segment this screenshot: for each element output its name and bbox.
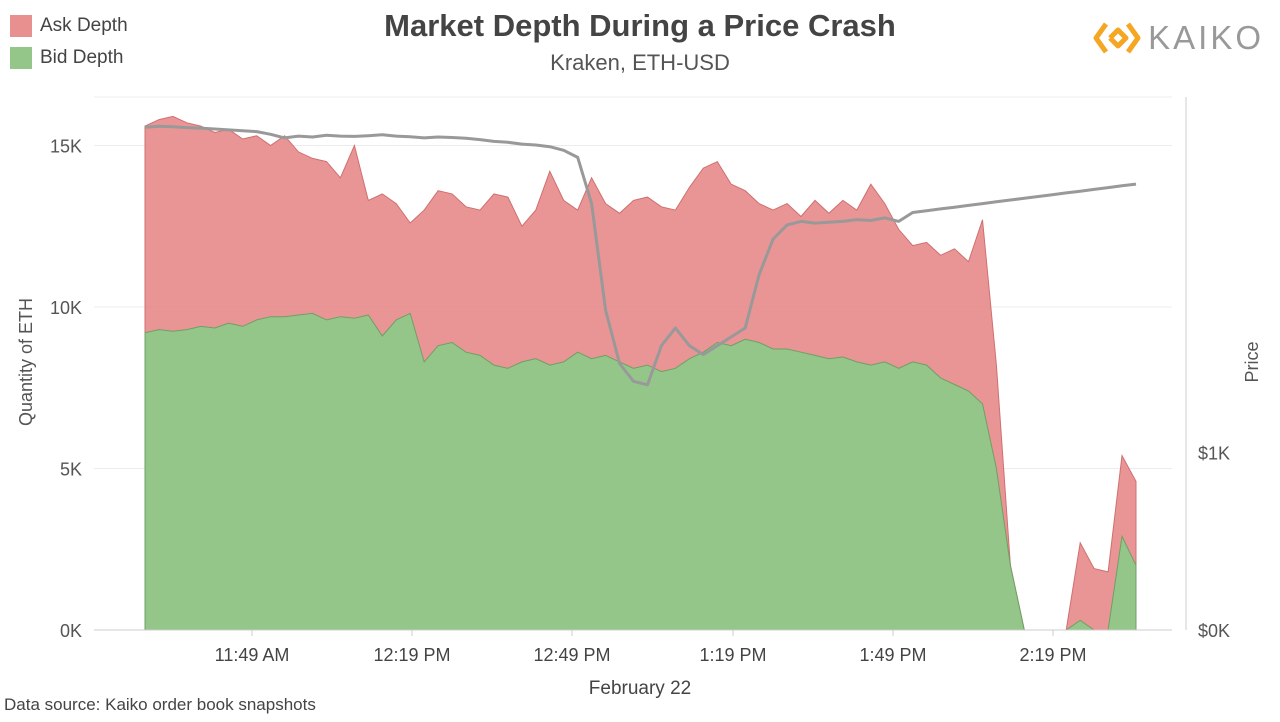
x-tick-labels: 11:49 AM 12:19 PM 12:49 PM 1:19 PM 1:49 PM 2:…	[215, 630, 1087, 665]
legend-label-ask: Ask Depth	[40, 15, 128, 36]
legend-item-ask-depth[interactable]: Ask Depth	[10, 10, 128, 42]
y-axis-label: Quantity of ETH	[16, 298, 36, 426]
x-tick-2: 12:49 PM	[533, 645, 610, 665]
chart-title: Market Depth During a Price Crash	[384, 8, 896, 43]
y-tick-1: 5K	[60, 459, 82, 479]
price-line-group	[144, 124, 1137, 387]
bid-depth-area	[144, 312, 1137, 631]
price-line	[144, 124, 1137, 387]
x-tick-1: 12:19 PM	[373, 645, 450, 665]
brand-name: KAIKO	[1148, 19, 1264, 56]
y2-tick-labels: $0K $1K	[1198, 443, 1230, 641]
legend-item-bid-depth[interactable]: Bid Depth	[10, 42, 128, 74]
y-tick-labels: 0K 5K 10K 15K	[50, 136, 82, 641]
brand-logo: KAIKO	[1092, 18, 1264, 58]
x-tick-4: 1:49 PM	[859, 645, 926, 665]
legend: Ask Depth Bid Depth	[10, 10, 128, 74]
y2-tick-1: $1K	[1198, 443, 1230, 463]
legend-swatch-ask	[10, 15, 32, 37]
depth-areas	[144, 115, 1137, 631]
axes	[94, 97, 1187, 631]
y2-tick-0: $0K	[1198, 621, 1230, 641]
legend-swatch-bid	[10, 47, 32, 69]
y-tick-0: 0K	[60, 621, 82, 641]
chart-subtitle: Kraken, ETH-USD	[550, 50, 730, 75]
data-source-note: Data source: Kaiko order book snapshots	[4, 695, 316, 714]
x-tick-0: 11:49 AM	[215, 645, 290, 665]
kaiko-logo-icon	[1093, 22, 1141, 54]
x-tick-3: 1:19 PM	[699, 645, 766, 665]
y2-axis-label: Price	[1242, 341, 1262, 382]
y-tick-2: 10K	[50, 298, 82, 318]
y-tick-3: 15K	[50, 136, 82, 156]
x-tick-5: 2:19 PM	[1019, 645, 1086, 665]
legend-label-bid: Bid Depth	[40, 47, 124, 68]
x-axis-label: February 22	[589, 678, 691, 699]
